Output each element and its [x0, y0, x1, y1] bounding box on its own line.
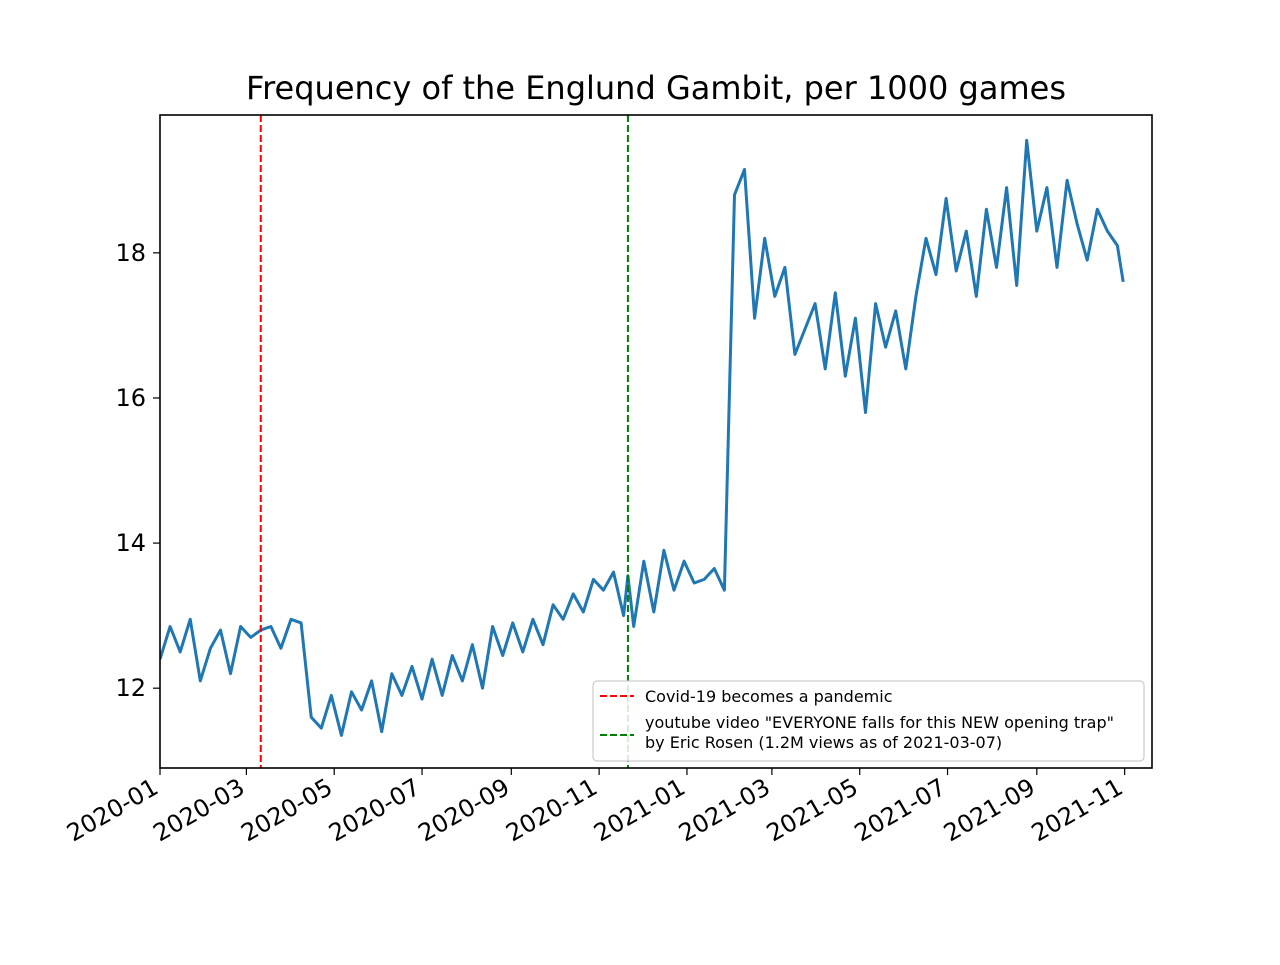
y-tick-label: 12 — [115, 674, 146, 702]
y-tick-label: 18 — [115, 239, 146, 267]
legend-youtube-label-line2: by Eric Rosen (1.2M views as of 2021-03-… — [645, 733, 1002, 752]
y-tick-label: 16 — [115, 384, 146, 412]
series-line-englund-gambit — [160, 138, 1125, 737]
legend-covid-label: Covid-19 becomes a pandemic — [645, 687, 893, 706]
y-tick-label: 14 — [115, 529, 146, 557]
plot-frame — [159, 114, 1153, 769]
legend-box — [592, 680, 1145, 762]
legend-youtube-label-line1: youtube video "EVERYONE falls for this N… — [645, 713, 1114, 732]
chart-title: Frequency of the Englund Gambit, per 100… — [246, 69, 1066, 107]
